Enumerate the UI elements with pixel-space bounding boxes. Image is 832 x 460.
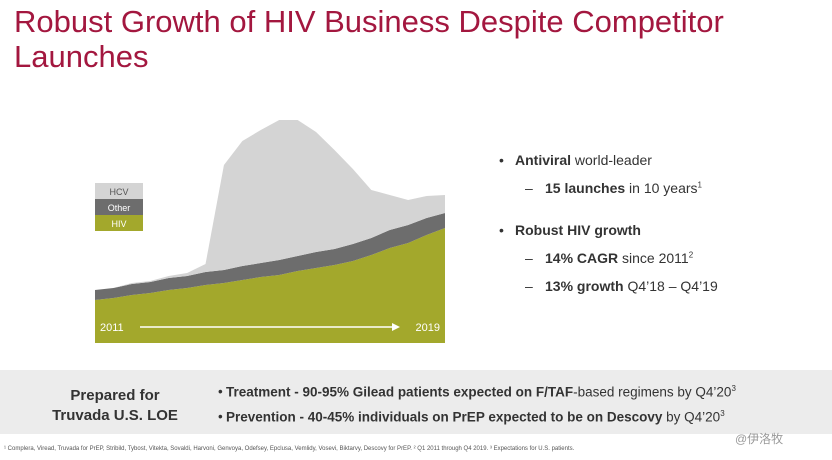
legend-label: HIV [111, 219, 126, 229]
footnote-ref: 3 [720, 408, 725, 418]
bullet: Robust HIV growth 14% CAGR since 20112 1… [499, 222, 825, 294]
footnote-ref: 3 [731, 384, 736, 393]
footnote: ¹ Complera, Viread, Truvada for PrEP, St… [4, 446, 575, 452]
area-other [95, 213, 445, 300]
item-bold: Treatment - 90-95% Gilead patients expec… [226, 384, 574, 400]
area-hiv [95, 228, 445, 343]
bullet-bold: 15 launches [545, 180, 626, 196]
box-item: Prevention - 40-45% individuals on PrEP … [218, 409, 828, 425]
footnote-ref: 1 [697, 180, 702, 190]
bullet: Antiviral world-leader 15 launches in 10… [499, 152, 825, 196]
arrow-head [392, 323, 400, 331]
box-items: Treatment - 90-95% Gilead patients expec… [218, 384, 828, 433]
legend-label: Other [108, 203, 131, 213]
sub-bullet: 13% growth Q4’18 – Q4’19 [525, 278, 825, 294]
bullet-list: Antiviral world-leader 15 launches in 10… [499, 152, 825, 308]
loe-box: Prepared for Truvada U.S. LOE Treatment … [0, 370, 832, 434]
item-text: -based regimens by Q4’20 [573, 384, 732, 400]
bullet-text: world-leader [571, 152, 652, 168]
slide-title: Robust Growth of HIV Business Despite Co… [14, 4, 724, 74]
item-bold: Prevention - 40-45% individuals on PrEP … [226, 409, 663, 424]
box-label-line: Prepared for [70, 387, 160, 404]
box-item: Treatment - 90-95% Gilead patients expec… [218, 384, 828, 400]
bullet-bold: 13% growth [545, 278, 624, 294]
box-label-line: Truvada U.S. LOE [52, 407, 178, 424]
box-label: Prepared for Truvada U.S. LOE [30, 386, 200, 426]
x-label: 2011 [100, 322, 124, 334]
bullet-text: since 2011 [618, 250, 689, 266]
bullet-text: in 10 years [625, 180, 698, 196]
bullet-text: Q4’18 – Q4’19 [623, 278, 718, 294]
legend-label: HCV [109, 187, 128, 197]
legend-swatch [95, 183, 143, 199]
item-text: by Q4’20 [662, 409, 721, 424]
chart: 2011 2019 HCV Other HIV [95, 120, 445, 343]
sub-bullet: 15 launches in 10 years1 [525, 180, 825, 196]
footnote-ref: 2 [688, 250, 694, 260]
bullet-bold: Antiviral [515, 152, 572, 168]
bullet-bold: Robust HIV growth [515, 222, 641, 238]
bullet-bold: 14% CAGR [545, 250, 619, 266]
watermark: @伊洛牧 [735, 432, 784, 446]
area-hcv [95, 120, 445, 290]
x-label: 2019 [416, 322, 440, 334]
sub-bullet: 14% CAGR since 20112 [525, 250, 825, 266]
legend-swatch [95, 199, 143, 215]
legend-swatch [95, 215, 143, 231]
